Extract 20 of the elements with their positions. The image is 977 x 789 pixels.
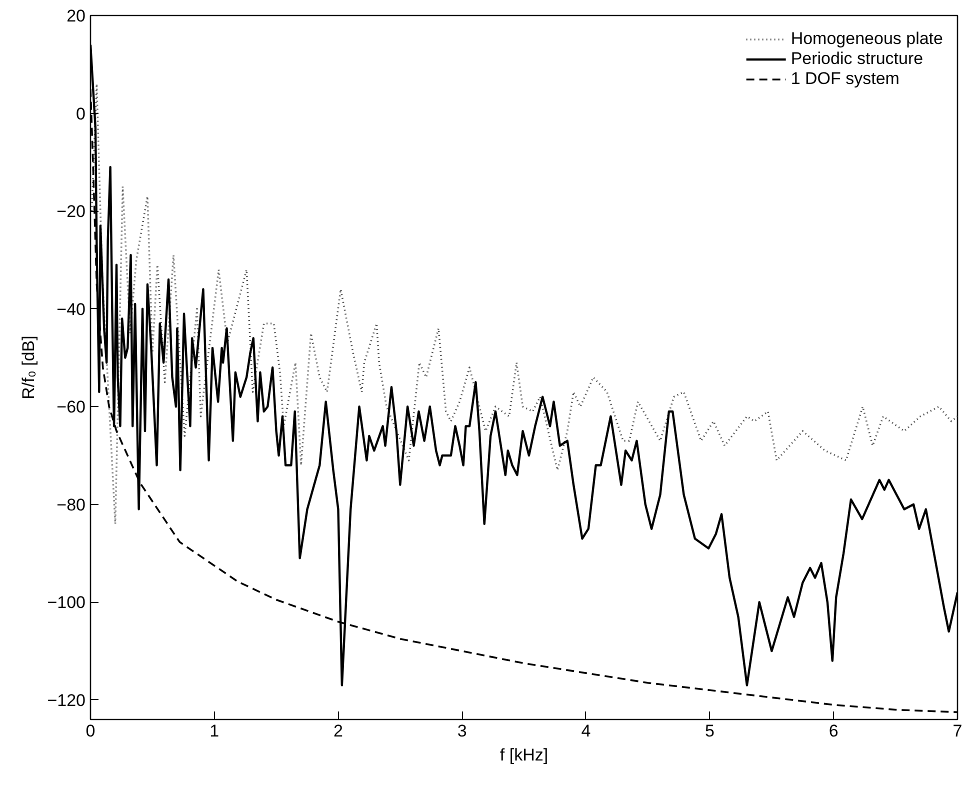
x-tick-label: 3 [457, 722, 467, 740]
legend-label: Periodic structure [790, 49, 924, 69]
x-tick-label: 2 [333, 722, 343, 740]
y-tick-label: 20 [66, 6, 86, 26]
y-tick-label: −20 [56, 202, 86, 222]
x-axis-title: f [kHz] [500, 746, 548, 764]
x-tick-label: 6 [828, 722, 838, 740]
y-axis-title: R/f₀ [dB] [19, 336, 38, 400]
y-tick-label: −120 [47, 690, 86, 710]
y-tick-label: −80 [56, 495, 86, 514]
x-tick-label: 4 [581, 722, 591, 740]
y-tick-label: 0 [76, 104, 86, 124]
y-tick-label: −100 [47, 593, 86, 612]
x-tick-label: 1 [210, 722, 220, 740]
legend-label: Homogeneous plate [790, 29, 943, 49]
y-tick-label: −40 [56, 300, 86, 319]
x-tick-label: 7 [952, 722, 962, 740]
y-tick-label: −60 [56, 398, 86, 417]
legend-label: 1 DOF system [790, 69, 900, 89]
x-tick-label: 5 [705, 722, 715, 740]
